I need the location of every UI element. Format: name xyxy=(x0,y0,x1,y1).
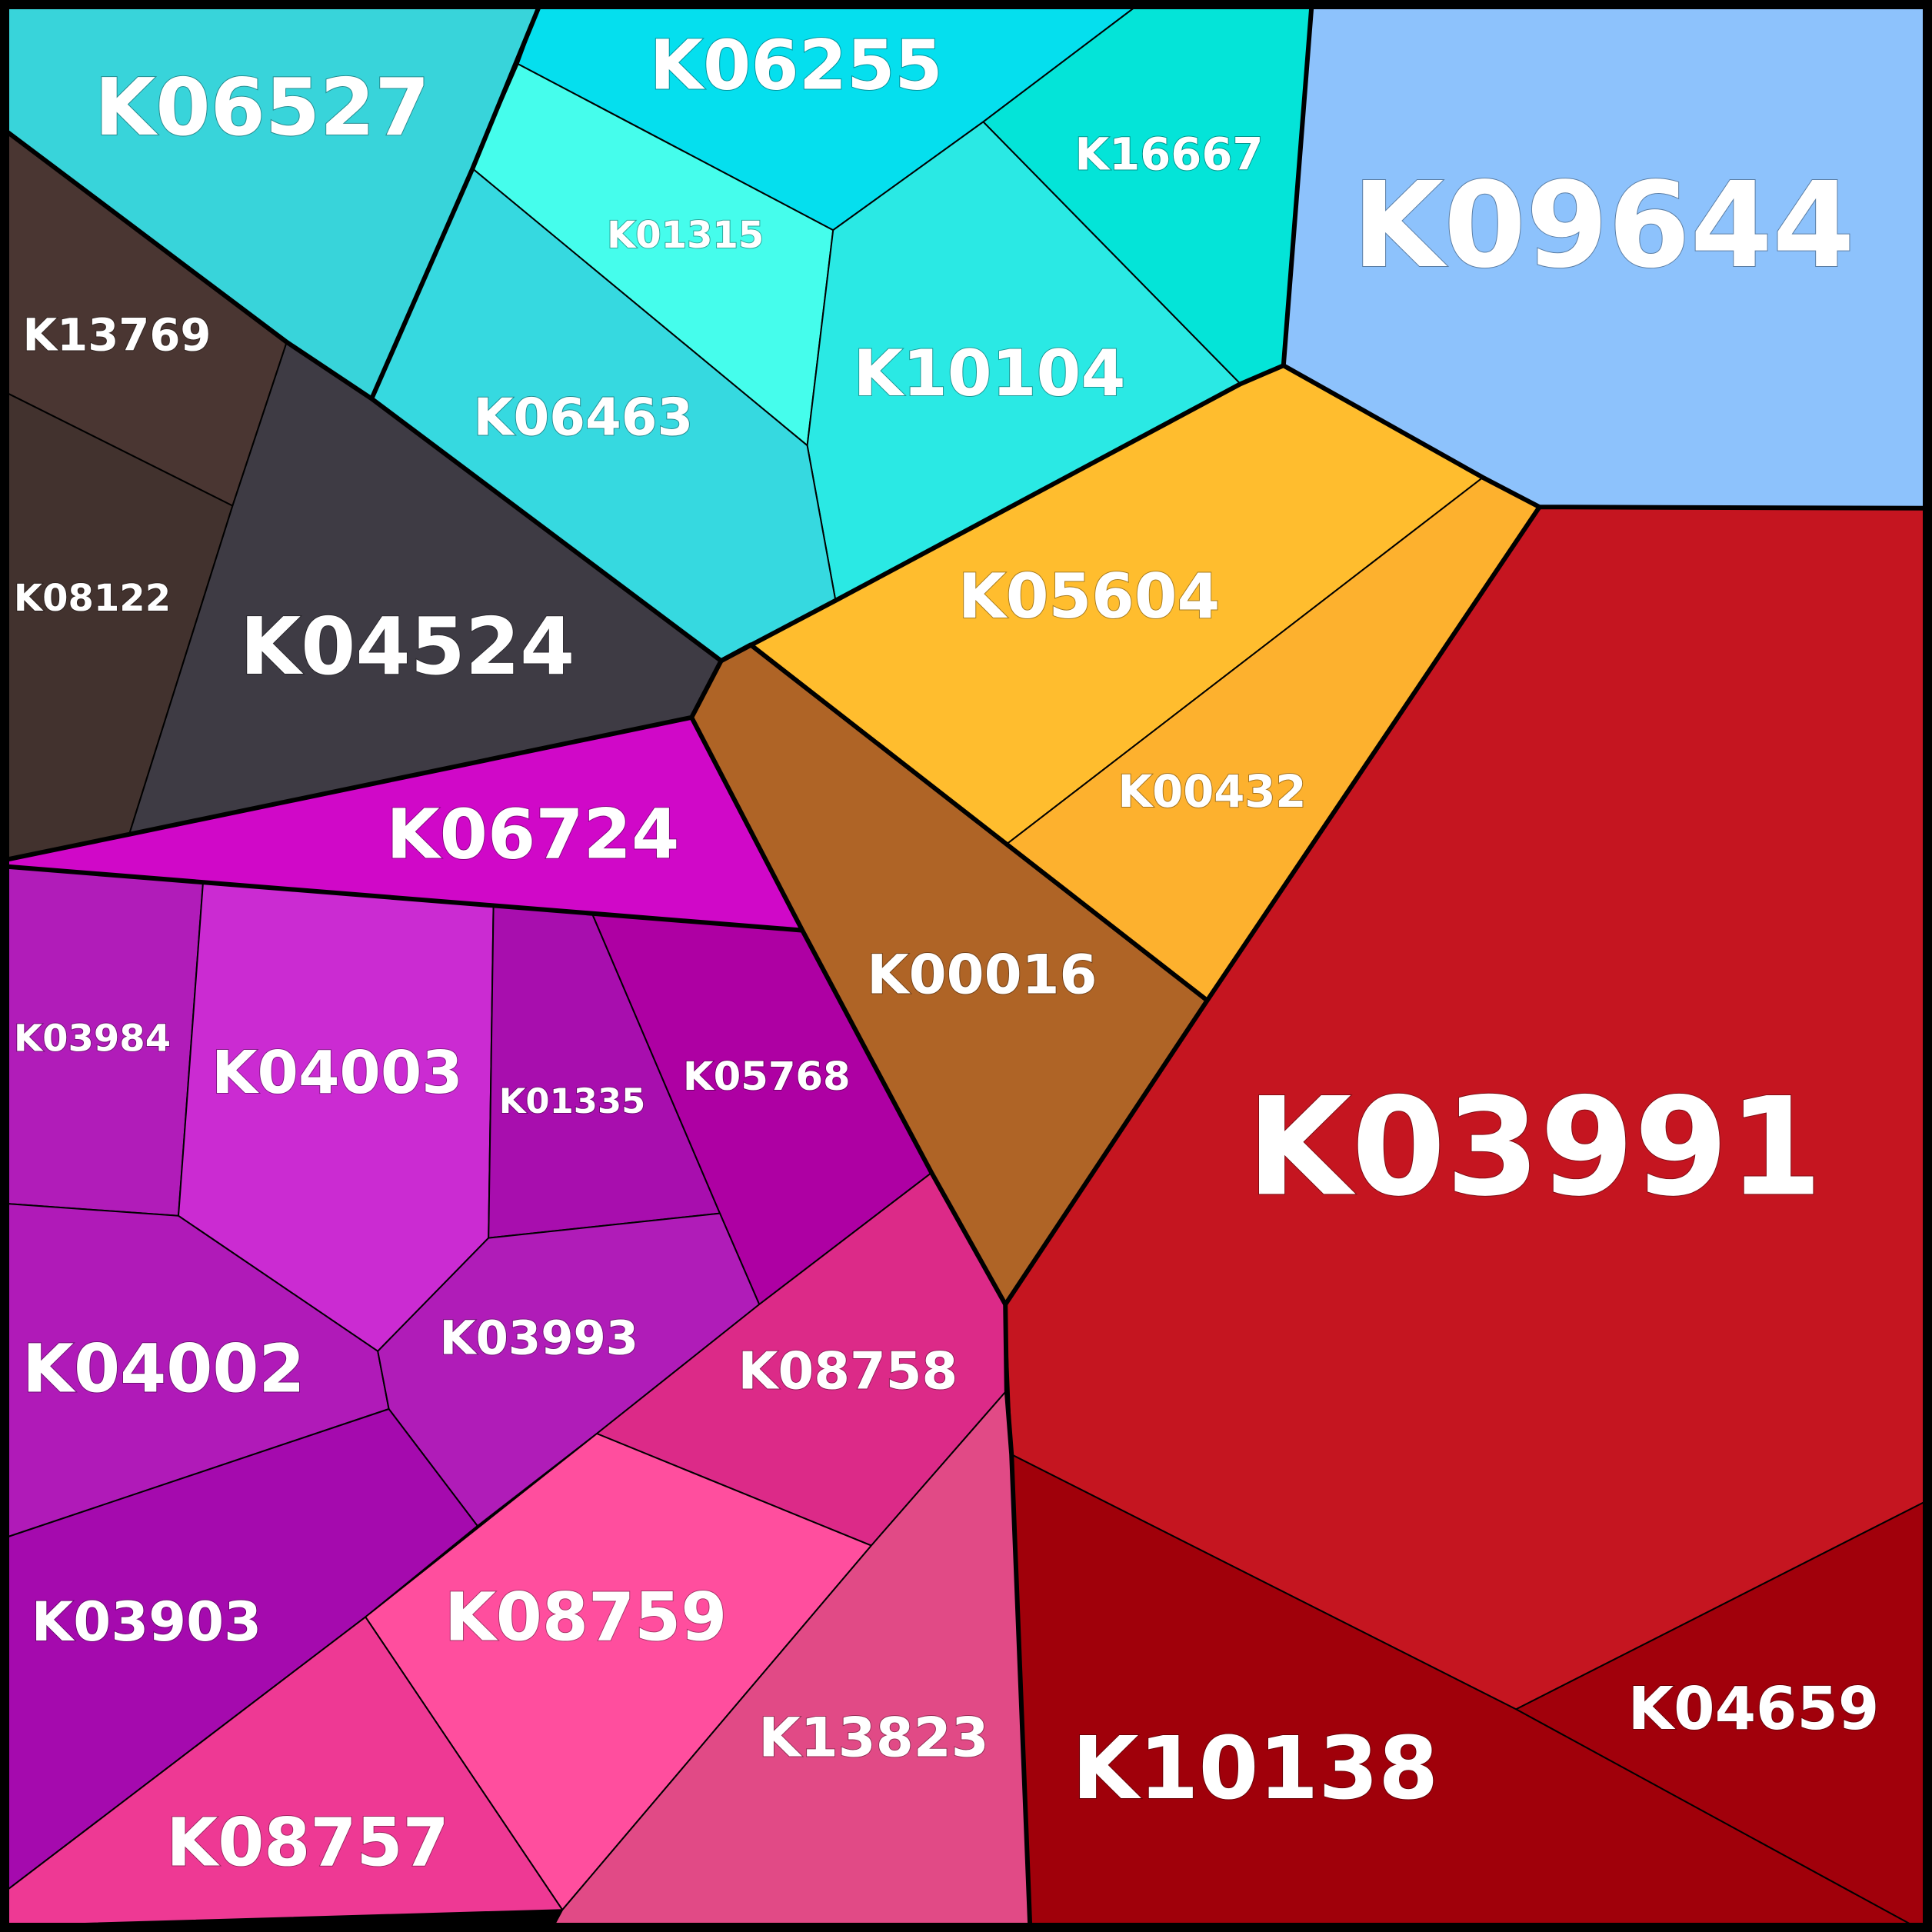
cell-label-k04524: K04524 xyxy=(240,601,575,693)
cell-label-k10138: K10138 xyxy=(1072,1719,1438,1819)
cell-label-k08758: K08758 xyxy=(738,1341,958,1401)
cell-label-k01315: K01315 xyxy=(607,214,764,257)
cell-label-k03984: K03984 xyxy=(14,1018,171,1061)
cell-label-k08757: K08757 xyxy=(166,1805,449,1882)
cell-label-k06527: K06527 xyxy=(95,62,430,154)
cell-label-k06463: K06463 xyxy=(473,388,693,448)
group-border-2 xyxy=(1282,363,1927,511)
cell-label-k04002: K04002 xyxy=(22,1331,305,1408)
cell-label-k13769: K13769 xyxy=(23,310,212,361)
cell-label-k00016: K00016 xyxy=(867,944,1097,1007)
cell-label-k06724: K06724 xyxy=(386,795,679,875)
cell-label-k16667: K16667 xyxy=(1075,128,1264,180)
cell-label-k04659: K04659 xyxy=(1628,1675,1880,1744)
cell-label-k05768: K05768 xyxy=(683,1054,851,1100)
cell-label-k08759: K08759 xyxy=(445,1580,728,1657)
cell-label-k03993: K03993 xyxy=(439,1312,638,1366)
cell-label-k13823: K13823 xyxy=(758,1707,988,1770)
cell-label-k06255: K06255 xyxy=(650,26,943,106)
cell-label-k03903: K03903 xyxy=(32,1591,261,1654)
cell-label-k00432: K00432 xyxy=(1118,766,1307,818)
cell-label-k03991: K03991 xyxy=(1247,1068,1823,1226)
group-border-1 xyxy=(370,3,1314,664)
cell-label-k09644: K09644 xyxy=(1352,157,1854,295)
cell-label-k05604: K05604 xyxy=(958,561,1220,632)
group-border-3 xyxy=(3,659,724,863)
cell-label-k08122: K08122 xyxy=(14,577,171,620)
group-border-4 xyxy=(720,642,1209,1003)
cell-label-k04003: K04003 xyxy=(212,1039,463,1108)
labels-layer: K06527 K06255 K16667 K09644 K01315 K10104 K064… xyxy=(13,25,1880,1883)
group-border-6 xyxy=(1003,1304,1033,1927)
cell-label-k01335: K01335 xyxy=(499,1081,646,1121)
cell-label-k10104: K10104 xyxy=(853,336,1125,411)
group-border-5 xyxy=(689,505,1542,1307)
